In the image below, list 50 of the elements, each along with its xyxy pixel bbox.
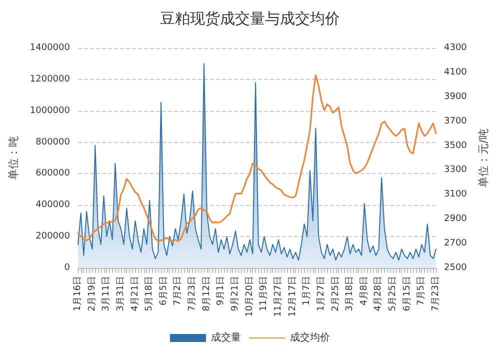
y2-tick-label: 3500 [444,140,468,151]
x-tick-label: 2月19日 [87,276,98,312]
y-tick-label: 200000 [36,232,70,242]
x-tick-label: 11月27日 [273,276,284,317]
x-tick-label: 1月16日 [72,276,83,312]
y-tick-label: 1200000 [30,74,70,84]
x-tick-label: 9月21日 [230,276,241,312]
x-tick-label: 3月31日 [116,276,126,312]
y2-tick-label: 3900 [444,92,468,102]
x-tick-label: 12月17日 [288,276,298,317]
y-tick-label: 0 [64,263,70,273]
y2-tick-label: 4100 [444,67,468,78]
x-tick-label: 6月5日 [158,276,169,306]
y-tick-label: 1400000 [30,43,70,53]
x-tick-label: 4月28日 [374,276,384,312]
x-tick-label: 6月15日 [402,276,412,312]
y-tick-label: 1000000 [30,106,70,116]
x-tick-label: 5月18日 [144,276,155,312]
y-tick-label: 400000 [36,200,70,210]
x-tick-label: 7月5日 [416,276,427,306]
x-tick-label: 7月2日 [173,276,184,306]
x-tick-label: 4月21日 [130,276,140,312]
y2-axis-title: 单位：元/吨 [476,128,490,188]
x-tick-label: 3月18日 [345,276,356,312]
x-tick-label: 7月23日 [431,276,441,312]
x-tick-label: 1月7日 [302,276,312,306]
y-tick-label: 800000 [36,137,70,148]
y2-tick-label: 2500 [444,263,468,273]
x-tick-label: 9月1日 [216,276,226,306]
y2-tick-label: 2700 [444,238,468,249]
y2-tick-label: 3100 [444,190,468,200]
x-tick-label: 7月23日 [188,276,198,312]
legend-label: 成交量 [211,332,241,344]
x-tick-label: 4月8日 [359,276,370,306]
chart-title: 豆粕现货成交量与成交均价 [160,10,340,28]
x-tick-label: 2月25日 [330,276,341,312]
y2-tick-label: 4300 [444,43,468,53]
x-tick-label: 11月9日 [259,276,270,312]
y-axis-title: 单位：吨 [7,136,20,180]
x-tick-label: 10月20日 [244,276,255,317]
y2-tick-label: 3700 [444,116,468,126]
y2-tick-label: 2900 [444,214,468,224]
x-tick-label: 1月27日 [316,276,326,312]
y2-tick-label: 3300 [444,165,468,176]
line-series [77,74,437,242]
legend-label: 成交均价 [290,332,330,344]
x-tick-label: 5月25日 [388,276,398,312]
x-tick-label: 3月11日 [102,276,112,312]
y-tick-label: 600000 [36,168,70,179]
x-tick-label: 8月12日 [202,276,212,312]
